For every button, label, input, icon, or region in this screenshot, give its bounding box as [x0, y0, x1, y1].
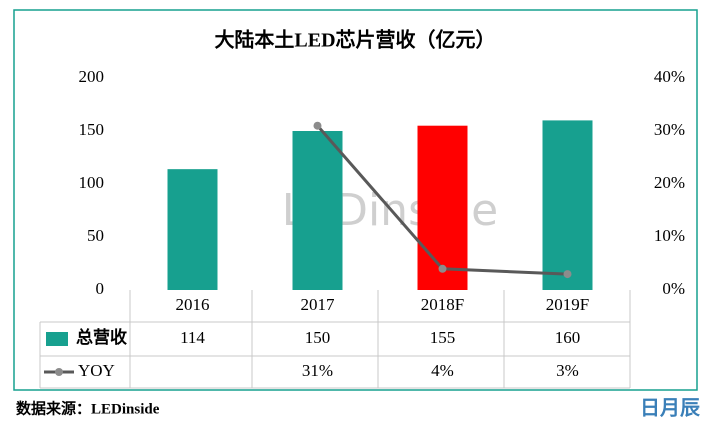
table-cell: 31% — [302, 361, 333, 380]
legend-swatch — [46, 332, 68, 346]
chart-title: 大陆本土LED芯片营收（亿元） — [214, 28, 495, 52]
table-cell: 4% — [431, 361, 454, 380]
table-grid — [39, 290, 631, 389]
y-tick-label: 150 — [79, 120, 105, 139]
y-tick-label: 0 — [96, 279, 105, 298]
y2-tick-label: 40% — [654, 67, 685, 86]
line-point — [438, 264, 447, 273]
y2-tick-label: 10% — [654, 226, 685, 245]
y2-tick-label: 20% — [654, 173, 685, 192]
y-tick-label: 100 — [79, 173, 105, 192]
x-tick-label: 2018F — [421, 295, 464, 314]
bar — [167, 169, 218, 290]
line-point — [563, 270, 572, 279]
frame — [13, 9, 698, 391]
table-cell: 160 — [555, 328, 581, 347]
legend-label: 总营收 — [76, 327, 127, 347]
line-point — [313, 121, 322, 130]
y2-tick-label: 0% — [662, 279, 685, 298]
legend-swatch — [55, 368, 63, 376]
bar — [292, 131, 343, 290]
y2-tick-label: 30% — [654, 120, 685, 139]
x-tick-label: 2019F — [546, 295, 589, 314]
table-cell: 114 — [180, 328, 205, 347]
x-tick-label: 2016 — [176, 295, 210, 314]
y-tick-label: 50 — [87, 226, 104, 245]
table-cell: 3% — [556, 361, 579, 380]
x-tick-label: 2017 — [301, 295, 336, 314]
table-cell: 155 — [430, 328, 456, 347]
bar — [417, 125, 468, 290]
legend-label: YOY — [78, 361, 115, 380]
table-cell: 150 — [305, 328, 331, 347]
y-tick-label: 200 — [79, 67, 105, 86]
source: 数据来源：LEDinside — [16, 399, 160, 417]
bar — [542, 120, 593, 291]
logo: 日月辰 — [640, 398, 701, 420]
